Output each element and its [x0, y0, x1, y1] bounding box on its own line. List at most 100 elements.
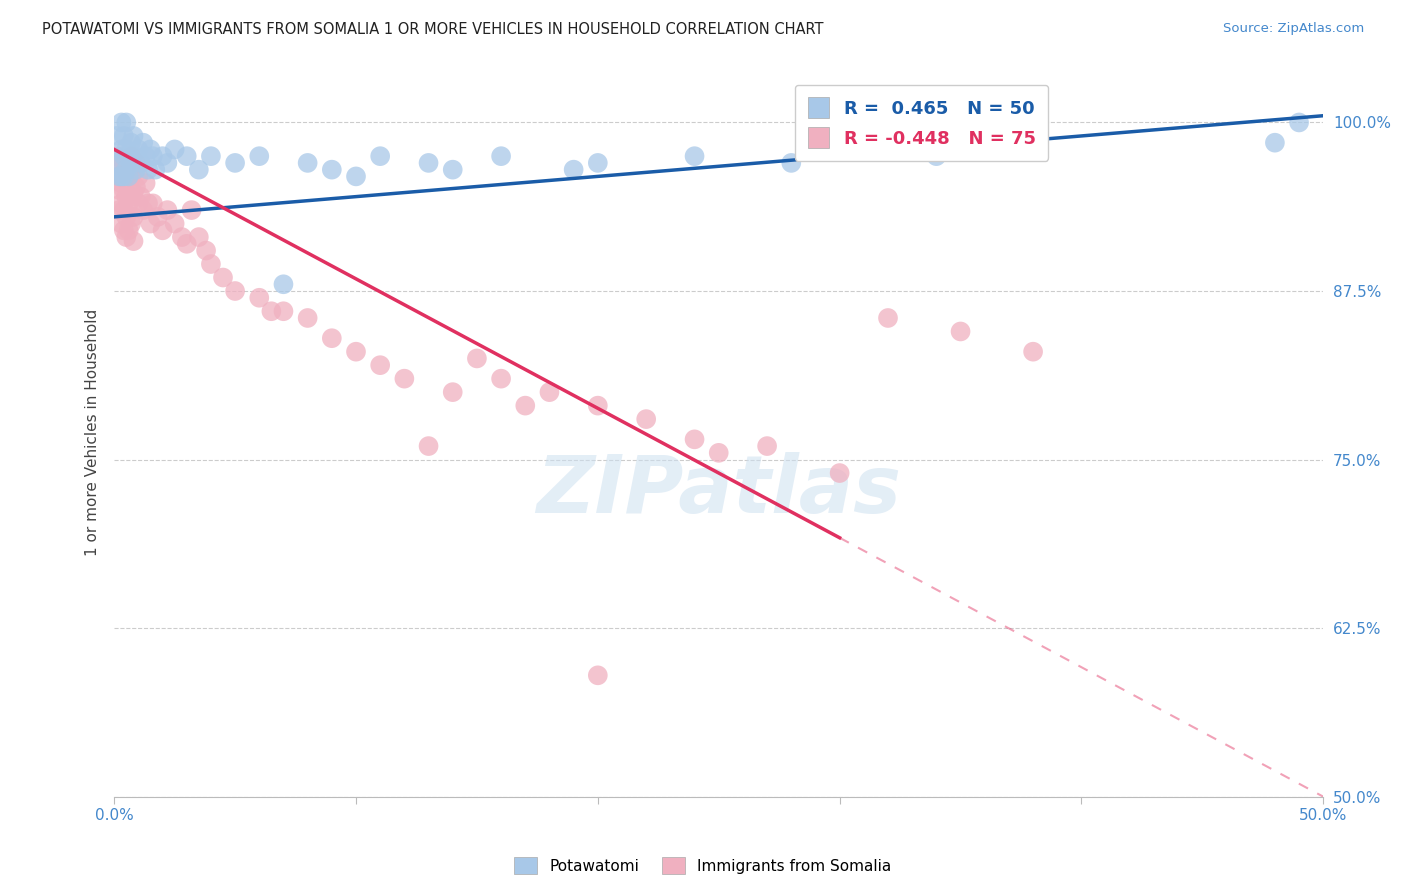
Point	[115, 189, 138, 203]
Point	[180, 203, 202, 218]
Point	[224, 284, 246, 298]
Point	[925, 149, 948, 163]
Point	[176, 236, 198, 251]
Point	[152, 223, 174, 237]
Point	[118, 169, 141, 184]
Point	[163, 217, 186, 231]
Point	[418, 439, 440, 453]
Point	[125, 180, 148, 194]
Point	[152, 149, 174, 163]
Point	[143, 162, 166, 177]
Point	[394, 372, 416, 386]
Point	[115, 230, 138, 244]
Point	[122, 210, 145, 224]
Point	[118, 156, 141, 170]
Point	[780, 156, 803, 170]
Text: Source: ZipAtlas.com: Source: ZipAtlas.com	[1223, 22, 1364, 36]
Point	[586, 156, 609, 170]
Point	[707, 446, 730, 460]
Point	[636, 412, 658, 426]
Point	[187, 230, 209, 244]
Point	[115, 162, 138, 177]
Point	[105, 149, 128, 163]
Point	[110, 176, 132, 190]
Point	[118, 196, 141, 211]
Point	[122, 234, 145, 248]
Point	[110, 196, 132, 211]
Point	[247, 149, 270, 163]
Point	[110, 115, 132, 129]
Point	[122, 186, 145, 200]
Point	[122, 149, 145, 163]
Point	[122, 162, 145, 177]
Point	[118, 176, 141, 190]
Point	[110, 169, 132, 184]
Point	[1264, 136, 1286, 150]
Point	[129, 189, 152, 203]
Point	[118, 149, 141, 163]
Point	[129, 156, 152, 170]
Point	[112, 128, 135, 143]
Text: POTAWATOMI VS IMMIGRANTS FROM SOMALIA 1 OR MORE VEHICLES IN HOUSEHOLD CORRELATIO: POTAWATOMI VS IMMIGRANTS FROM SOMALIA 1 …	[42, 22, 824, 37]
Point	[112, 162, 135, 177]
Point	[200, 257, 222, 271]
Point	[441, 385, 464, 400]
Point	[562, 162, 585, 177]
Point	[142, 149, 165, 163]
Point	[586, 668, 609, 682]
Point	[139, 217, 162, 231]
Point	[115, 169, 138, 184]
Point	[321, 331, 343, 345]
Point	[297, 156, 319, 170]
Point	[260, 304, 283, 318]
Point	[135, 149, 157, 163]
Point	[110, 217, 132, 231]
Point	[132, 136, 155, 150]
Point	[297, 310, 319, 325]
Point	[877, 310, 900, 325]
Point	[108, 169, 131, 184]
Point	[115, 115, 138, 129]
Point	[489, 372, 512, 386]
Point	[125, 156, 148, 170]
Point	[146, 210, 169, 224]
Point	[163, 143, 186, 157]
Point	[120, 217, 142, 231]
Point	[200, 149, 222, 163]
Point	[224, 156, 246, 170]
Point	[828, 466, 851, 480]
Point	[1288, 115, 1310, 129]
Point	[273, 304, 295, 318]
Point	[122, 128, 145, 143]
Point	[120, 149, 142, 163]
Point	[949, 325, 972, 339]
Point	[368, 358, 391, 372]
Point	[132, 203, 155, 218]
Point	[120, 189, 142, 203]
Point	[195, 244, 218, 258]
Point	[108, 156, 131, 170]
Point	[247, 291, 270, 305]
Point	[418, 156, 440, 170]
Point	[187, 162, 209, 177]
Point	[156, 203, 179, 218]
Point	[127, 196, 149, 211]
Point	[368, 149, 391, 163]
Point	[212, 270, 235, 285]
Point	[108, 183, 131, 197]
Point	[586, 399, 609, 413]
Point	[127, 143, 149, 157]
Point	[321, 162, 343, 177]
Point	[120, 169, 142, 184]
Point	[112, 149, 135, 163]
Point	[115, 210, 138, 224]
Point	[683, 149, 706, 163]
Point	[120, 156, 142, 170]
Y-axis label: 1 or more Vehicles in Household: 1 or more Vehicles in Household	[86, 309, 100, 557]
Point	[120, 136, 142, 150]
Point	[108, 203, 131, 218]
Point	[273, 277, 295, 292]
Point	[105, 128, 128, 143]
Point	[139, 143, 162, 157]
Point	[110, 156, 132, 170]
